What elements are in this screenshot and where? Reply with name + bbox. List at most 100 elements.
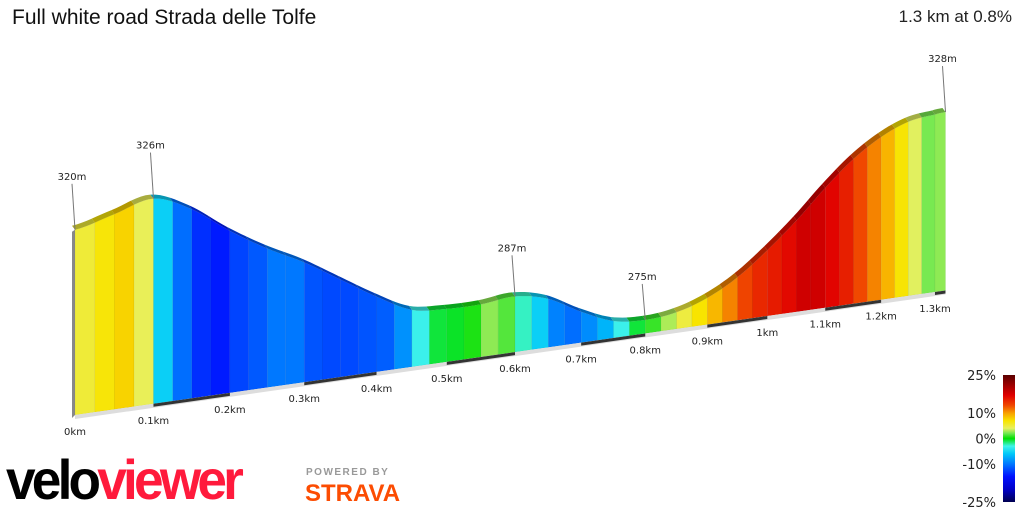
x-tick-label: 0km: [64, 427, 86, 438]
marker-leader-line: [149, 152, 154, 199]
band-top-edge: [226, 226, 249, 241]
band-top-edge: [188, 205, 211, 220]
gradient-band: [358, 287, 377, 375]
logo-velo: velo: [6, 448, 101, 511]
gradient-band: [908, 117, 923, 297]
band-top-edge: [864, 133, 882, 148]
gradient-band: [781, 219, 797, 315]
band-top-edge: [822, 168, 840, 188]
band-top-edge: [793, 200, 811, 221]
gradient-band: [285, 255, 305, 386]
gradient-band: [267, 248, 287, 388]
baseline-km-segment: [934, 290, 946, 296]
x-tick-label: 0.7km: [565, 355, 596, 366]
band-top-edge: [545, 294, 565, 305]
legend-colorbar: [1003, 375, 1015, 502]
legend-tick-label: 10%: [967, 407, 996, 422]
gradient-band: [229, 230, 249, 394]
gradient-band: [411, 309, 430, 368]
x-tick-label: 1.1km: [810, 320, 841, 331]
logo-viewer: viewer: [97, 448, 244, 511]
gradient-band: [880, 127, 896, 301]
band-top-edge: [207, 215, 230, 231]
band-top-edge: [626, 315, 646, 322]
gradient-band: [867, 136, 882, 303]
baseline-km-segment: [825, 299, 882, 311]
band-top-edge: [91, 210, 115, 223]
baseline-km-segment: [304, 371, 377, 386]
profile-bands: [72, 108, 946, 418]
baseline-km-segment: [581, 333, 646, 346]
band-top-edge: [642, 312, 661, 320]
x-tick-label: 0.6km: [499, 364, 530, 375]
band-top-edge: [301, 258, 323, 271]
gradient-band: [94, 213, 115, 413]
elevation-marker-label: 326m: [136, 141, 165, 152]
gradient-band: [191, 208, 212, 399]
gradient-band: [824, 172, 840, 309]
gradient-legend: 25% 10% 0% -10% -25%: [962, 369, 1015, 511]
gradient-band: [463, 303, 482, 360]
band-top-edge: [610, 316, 630, 322]
gradient-band: [660, 311, 677, 332]
elevation-marker-label: 328m: [928, 54, 957, 65]
band-top-edge: [426, 304, 447, 311]
band-top-edge: [719, 273, 738, 289]
profile-side-edge: [72, 229, 75, 418]
gradient-band: [629, 319, 646, 337]
gradient-band: [322, 270, 341, 380]
band-top-edge: [478, 295, 499, 305]
band-top-edge: [131, 194, 154, 205]
strava-logo: STRAVA: [305, 480, 401, 507]
gradient-band: [934, 111, 946, 293]
band-top-edge: [594, 313, 614, 321]
band-top-edge: [169, 197, 192, 210]
marker-leader-line: [511, 255, 516, 297]
x-tick-label: 0.5km: [431, 374, 462, 385]
x-tick-label: 0.4km: [361, 384, 392, 395]
veloviewer-logo: veloviewer: [6, 452, 244, 508]
baseline-km-segment: [707, 316, 768, 328]
band-top-edge: [778, 216, 797, 236]
gradient-band: [133, 198, 154, 407]
route-summary: 1.3 km at 0.8%: [898, 7, 1012, 26]
elevation-marker-label: 320m: [58, 172, 87, 183]
gradient-band: [429, 308, 448, 365]
gradient-band: [248, 239, 268, 391]
band-top-edge: [688, 293, 708, 306]
gradient-band: [796, 203, 812, 313]
gradient-band: [340, 279, 359, 378]
x-tick-label: 0.8km: [630, 345, 661, 356]
elevation-markers: 320m 326m 287m 275m 328m: [58, 54, 957, 320]
band-top-edge: [337, 275, 359, 289]
marker-leader-line: [941, 65, 946, 113]
legend-tick-label: -10%: [962, 458, 996, 473]
legend-tick-label: 0%: [975, 433, 996, 448]
gradient-band: [514, 295, 533, 353]
gradient-band: [548, 298, 566, 348]
band-top-edge: [734, 260, 753, 278]
band-top-edge: [408, 305, 430, 311]
band-top-edge: [512, 291, 532, 297]
x-tick-label: 0.2km: [214, 405, 245, 416]
band-top-edge: [355, 284, 377, 297]
gradient-band: [853, 146, 868, 305]
marker-leader-line: [71, 183, 76, 230]
band-top-edge: [150, 194, 173, 202]
band-top-edge: [850, 143, 868, 160]
gradient-band: [376, 296, 395, 373]
gradient-band: [210, 219, 231, 396]
band-top-edge: [704, 284, 723, 298]
gradient-band: [564, 304, 582, 346]
band-top-edge: [931, 108, 946, 115]
x-tick-label: 1.2km: [865, 312, 896, 323]
band-top-edge: [891, 117, 909, 129]
band-top-edge: [918, 110, 935, 118]
band-top-edge: [528, 292, 549, 299]
x-tick-label: 0.1km: [138, 416, 169, 427]
gradient-band: [394, 303, 413, 370]
band-top-edge: [578, 307, 598, 318]
x-tick-label: 0.3km: [289, 394, 320, 405]
band-top-edge: [561, 300, 582, 312]
gradient-band: [894, 121, 909, 299]
